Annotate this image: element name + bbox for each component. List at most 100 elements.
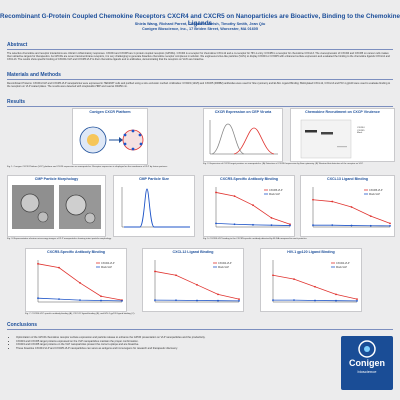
data-point	[217, 299, 219, 302]
legend-label: CXCR5-VLP	[269, 189, 283, 192]
abstract-heading: Abstract	[7, 42, 28, 48]
data-point	[252, 223, 254, 226]
chart-cxcr4-antibody: CXCR5-Specific Antibody Binding CXCR4-VL…	[25, 248, 127, 312]
conclusions-rule	[7, 329, 393, 330]
data-point	[238, 298, 240, 301]
chart-title: HIV-1 gp120 Ligand Binding	[287, 250, 335, 254]
data-point	[252, 204, 254, 207]
chart-gp120-ligand: HIV-1 gp120 Ligand Binding CXCR4-VLP Mock…	[260, 248, 362, 312]
affiliation: Conigen Bioscience, Inc., 17 Briden Stre…	[141, 27, 259, 31]
data-point	[37, 262, 39, 265]
figure-expression-caption: Fig. 2. Expression of CXCR target protei…	[203, 163, 364, 165]
results-heading: Results	[7, 99, 26, 105]
data-point	[196, 299, 198, 302]
series-line	[215, 192, 291, 225]
data-point	[217, 293, 219, 296]
em-images	[12, 185, 101, 229]
size-distribution	[121, 187, 190, 228]
abstract-text: The selective chemokine and receptor int…	[7, 52, 390, 62]
data-point	[312, 198, 314, 201]
figure-expression-title: CXCR Expression on CEP Viruria	[214, 110, 272, 114]
data-point	[350, 206, 353, 208]
chart-title: CXCL12 Ligand Binding	[172, 250, 214, 254]
data-point	[58, 266, 60, 269]
results-rule	[7, 106, 393, 107]
abstract-rule	[7, 49, 393, 50]
data-point	[215, 222, 217, 225]
data-point	[175, 274, 177, 277]
data-point	[272, 274, 274, 277]
western-blot	[300, 119, 352, 159]
data-point	[389, 222, 391, 225]
data-point	[312, 224, 314, 227]
conclusion-item: CXCR4 and CXCR5 target proteins expresse…	[16, 340, 346, 344]
data-point	[100, 295, 102, 298]
figure-size: CMP Particle Size	[113, 175, 195, 237]
data-point	[335, 293, 337, 296]
logo-subtitle: bioscience	[357, 369, 377, 374]
data-point	[233, 195, 236, 197]
data-point	[154, 299, 156, 301]
legend-label: CXCR5-VLP	[369, 189, 383, 192]
data-point	[100, 299, 102, 302]
data-point	[356, 299, 358, 302]
methods-heading: Materials and Methods	[7, 72, 61, 78]
data-point	[335, 299, 337, 302]
figure-platform-title: Conigen CXCR Platform	[89, 110, 131, 114]
figure-morphology-title: CMP Particle Morphology	[34, 177, 79, 181]
legend-label: Mock-VLP	[101, 266, 112, 269]
data-point	[233, 223, 236, 226]
conclusions-heading: Conclusions	[7, 322, 38, 328]
legend-label: CXCR4-VLP	[336, 262, 350, 265]
conclusion-item: Optimization of the GPCR chemokine recep…	[16, 336, 346, 340]
legend-label: Mock-VLP	[218, 266, 229, 269]
chart-cxcr5-antibody: CXCR5-Specific Antibody Binding CXCR5-VL…	[203, 175, 295, 237]
conclusion-item: CXCR4 and CXCR5 target proteins on the V…	[16, 343, 346, 347]
series-line	[37, 263, 123, 301]
data-point	[175, 299, 177, 302]
figure-expression-flow: CXCR Expression on CEP Viruria	[203, 108, 283, 162]
figure-platform-caption: Fig. 1. Conigen CXCR Platform (VLP) plat…	[7, 166, 168, 168]
methods-rule	[7, 79, 393, 80]
data-point	[350, 224, 353, 227]
data-point	[314, 285, 316, 288]
author-list: Shiela Wang, Richard Parent, Christofer …	[134, 22, 266, 26]
data-point	[270, 217, 273, 219]
chart-cxcl12-ligand: CXCL12 Ligand Binding CXCR4-VLP Mock-VLP	[142, 248, 244, 312]
figure-expression-blot: Chemokine Recruitment on CXCP Virulence …	[290, 108, 395, 162]
data-point	[314, 299, 316, 302]
chart-title: CXCR5-Specific Antibody Binding	[47, 250, 105, 254]
data-point	[356, 298, 358, 301]
legend-label: Mock-VLP	[369, 193, 380, 196]
data-point	[293, 278, 295, 280]
legend-label: CXCR4-VLP	[101, 262, 115, 265]
data-point	[389, 225, 391, 227]
data-point	[270, 224, 273, 227]
figure-size-title: CMP Particle Size	[138, 177, 170, 181]
data-point	[289, 223, 291, 226]
chart-title: CXCL13 Ligand Binding	[327, 177, 368, 181]
figure-blot-title: Chemokine Recruitment on CXCP Virulence	[305, 110, 380, 114]
data-point	[238, 299, 240, 302]
logo-name: Conigen	[349, 358, 385, 368]
chart-title: CXCR5-Specific Antibody Binding	[220, 177, 278, 181]
data-point	[154, 270, 156, 273]
data-point	[215, 191, 217, 194]
data-point	[331, 224, 334, 227]
methods-text: Recombinant Proteins: CXCR4-VLP and CXCR…	[7, 82, 391, 89]
data-point	[196, 283, 198, 286]
data-point	[369, 224, 372, 227]
figure-morphology: CMP Particle Morphology	[7, 175, 106, 237]
data-point	[121, 299, 123, 302]
data-point	[79, 299, 81, 301]
figure-cxcr4-caption: Fig. 7. CXCR4-VLP specific antibody bind…	[25, 313, 136, 315]
poster-title: Recombinant G-Protein Coupled Chemokine …	[0, 13, 400, 27]
platform-diagram	[79, 126, 144, 154]
figure-morphology-caption: Fig. 3. Representative electron microsco…	[7, 238, 112, 240]
legend-label: Mock-VLP	[269, 193, 280, 196]
logo-mark-icon	[358, 340, 376, 358]
